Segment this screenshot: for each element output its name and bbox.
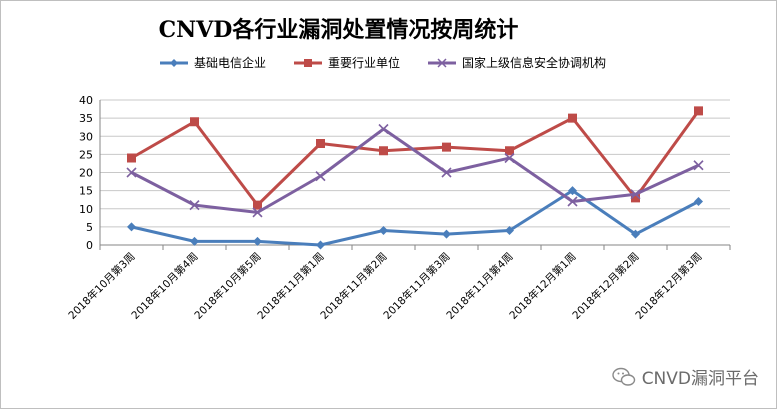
data-point [568, 113, 577, 123]
data-point [379, 226, 388, 235]
data-point [316, 240, 325, 250]
legend-item-authority: 国家上级信息安全协调机构 [428, 54, 606, 71]
x-tick-label: 2018年10月第3周 [66, 250, 138, 322]
data-point [694, 197, 703, 206]
data-point [568, 186, 577, 196]
legend-label-authority: 国家上级信息安全协调机构 [462, 56, 607, 70]
data-point [442, 142, 451, 152]
x-tick-label: 2018年11月第4周 [444, 250, 516, 322]
data-point [442, 229, 451, 239]
data-point [127, 222, 136, 232]
chart-legend: 基础电信企业 重要行业单位 国家上级信息安全协调机构 [160, 54, 606, 71]
data-point [190, 117, 199, 127]
x-tick-label: 2018年11月第1周 [255, 250, 327, 322]
y-tick-label: 30 [79, 130, 93, 143]
y-tick-label: 15 [79, 185, 93, 198]
data-point [252, 207, 263, 218]
data-point [631, 229, 640, 239]
data-point [694, 106, 703, 116]
watermark-text: CNVD漏洞平台 [641, 369, 759, 389]
y-tick-label: 25 [79, 148, 93, 161]
chart-title: CNVD各行业漏洞处置情况按周统计 [158, 17, 519, 43]
y-tick-label: 40 [79, 94, 93, 107]
data-point [253, 236, 262, 246]
watermark: CNVD漏洞平台 [611, 364, 759, 389]
x-tick-label: 2018年11月第3周 [381, 250, 453, 322]
y-tick-label: 35 [79, 112, 93, 125]
x-tick-label: 2018年12月第3周 [633, 250, 705, 322]
x-tick-label: 2018年10月第4周 [129, 250, 201, 322]
data-point [567, 196, 578, 207]
x-tick-label: 2018年12月第2周 [570, 250, 642, 322]
data-point [631, 193, 640, 203]
data-point [505, 226, 514, 235]
series-line-2 [130, 127, 700, 214]
data-point [693, 160, 704, 171]
y-tick-label: 0 [86, 239, 93, 252]
series-line-0 [131, 189, 700, 247]
data-point [189, 200, 200, 211]
x-tick-label: 2018年10月第5周 [192, 250, 264, 322]
data-point [378, 123, 389, 135]
y-tick-label: 10 [79, 203, 93, 216]
data-point [505, 146, 514, 156]
legend-label-industry: 重要行业单位 [328, 56, 401, 70]
data-point [190, 236, 199, 246]
legend-item-industry: 重要行业单位 [294, 54, 400, 71]
data-point [126, 167, 137, 178]
data-point [630, 189, 641, 200]
x-tick-label: 2018年12月第1周 [507, 250, 579, 322]
data-point [379, 146, 388, 156]
data-point [504, 152, 515, 164]
data-point [127, 153, 136, 163]
y-tick-label: 5 [86, 221, 93, 234]
data-point [253, 200, 262, 210]
x-tick-label: 2018年11月第2周 [318, 250, 390, 322]
legend-marker-square [294, 58, 323, 67]
legend-label-telecom: 基础电信企业 [194, 56, 267, 70]
legend-marker-diamond [160, 58, 188, 67]
wechat-icon [611, 367, 635, 386]
legend-item-telecom: 基础电信企业 [160, 54, 266, 71]
data-point [316, 139, 325, 148]
legend-marker-x [428, 57, 457, 68]
data-point [441, 167, 452, 178]
data-point [315, 171, 326, 182]
y-tick-label: 20 [79, 167, 93, 180]
